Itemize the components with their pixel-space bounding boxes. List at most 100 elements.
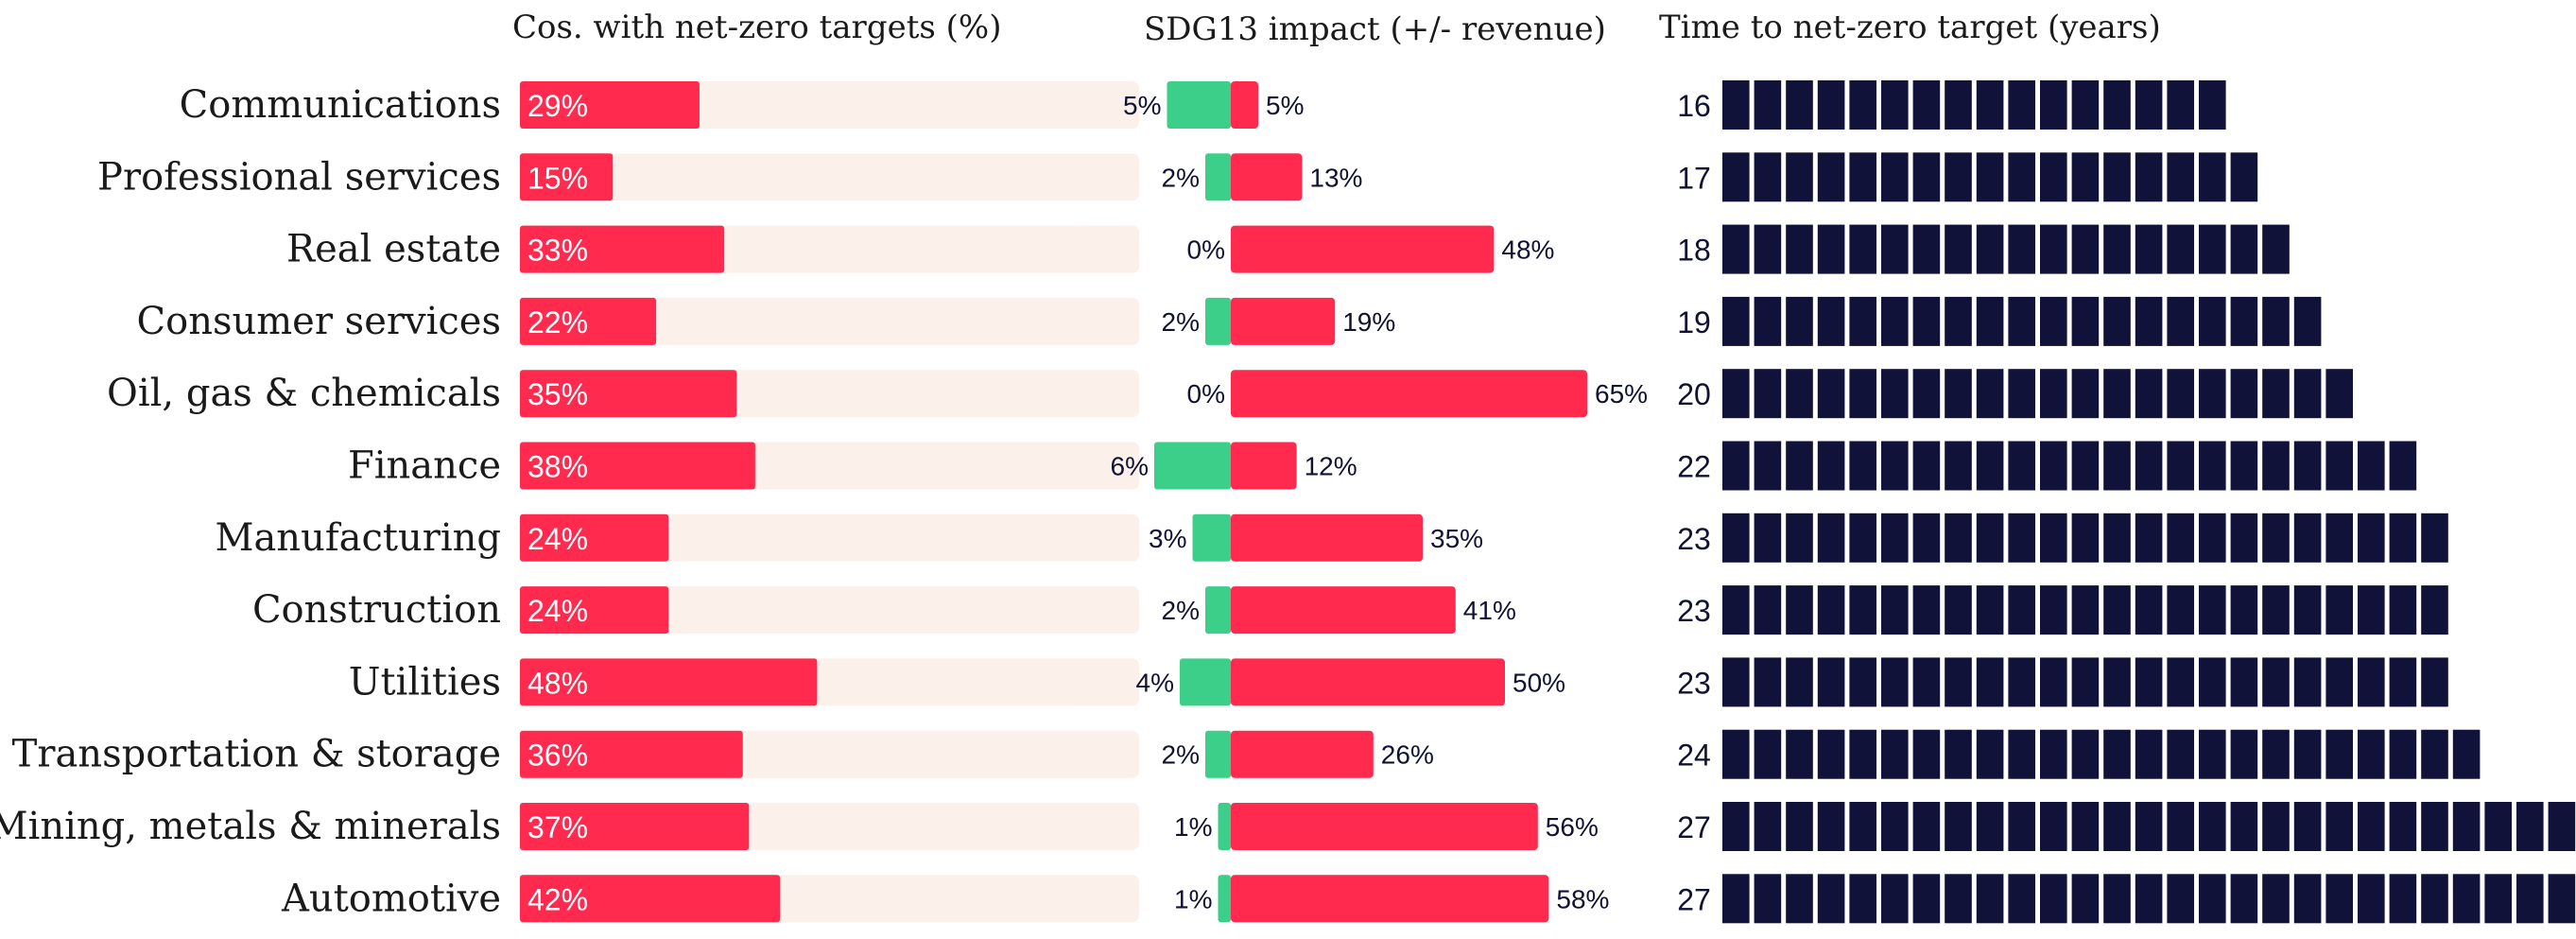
net-zero-value-label: 37% — [527, 810, 588, 844]
sdg13-negative-label: 26% — [1381, 740, 1434, 770]
year-square — [2199, 296, 2226, 346]
sdg13-positive-label: 4% — [1136, 668, 1174, 697]
year-square — [1881, 657, 1909, 707]
year-square — [2008, 369, 2035, 419]
year-square — [2421, 513, 2448, 563]
year-square — [2484, 874, 2512, 924]
year-square — [2167, 80, 2194, 130]
year-square — [2103, 802, 2131, 851]
year-square — [1754, 802, 1782, 851]
sdg13-negative-label: 41% — [1463, 596, 1516, 625]
years-value-label: 23 — [1677, 594, 1711, 628]
year-square — [2040, 296, 2067, 346]
year-square — [1849, 80, 1876, 130]
year-square — [2135, 152, 2163, 202]
year-square — [1786, 80, 1813, 130]
year-square — [2230, 657, 2258, 707]
year-square — [2230, 802, 2258, 851]
net-zero-targets-title: Cos. with net-zero targets (%) — [512, 9, 1001, 46]
year-square — [2516, 874, 2544, 924]
year-square — [2199, 441, 2226, 491]
year-square — [2262, 369, 2290, 419]
year-square — [1976, 513, 2004, 563]
sdg13-negative-label: 50% — [1513, 668, 1565, 697]
year-square — [1912, 729, 1941, 779]
sdg13-negative-bar — [1231, 442, 1297, 490]
year-square — [2421, 657, 2448, 707]
sdg13-positive-bar — [1180, 658, 1231, 706]
year-square — [1976, 657, 2004, 707]
year-square — [2135, 729, 2163, 779]
year-square — [1945, 657, 1972, 707]
year-square — [1849, 152, 1876, 202]
year-square — [2199, 513, 2226, 563]
sdg13-positive-bar — [1205, 730, 1231, 778]
year-square — [1817, 802, 1845, 851]
year-square — [1754, 729, 1782, 779]
year-square — [2199, 802, 2226, 851]
sdg13-positive-bar — [1205, 297, 1231, 345]
sdg13-negative-bar — [1231, 153, 1303, 201]
year-square — [1754, 513, 1782, 563]
year-square — [2040, 441, 2067, 491]
net-zero-bar — [520, 225, 725, 273]
year-square — [1912, 874, 1941, 924]
year-square — [1881, 224, 1909, 274]
year-square — [2071, 369, 2100, 419]
year-square — [2262, 802, 2290, 851]
sdg13-positive-bar — [1192, 513, 1231, 562]
year-square — [2071, 296, 2100, 346]
year-square — [2199, 729, 2226, 779]
category-label: Mining, metals & minerals — [0, 805, 501, 848]
year-square — [2071, 152, 2100, 202]
year-square — [1722, 296, 1750, 346]
year-square — [2103, 369, 2131, 419]
year-square — [2548, 874, 2576, 924]
year-square — [1945, 802, 1972, 851]
year-square — [2008, 296, 2035, 346]
net-zero-track — [520, 513, 1139, 562]
year-square — [1754, 441, 1782, 491]
year-square — [1881, 441, 1909, 491]
year-square — [1945, 224, 1972, 274]
year-square — [2389, 729, 2417, 779]
net-zero-value-label: 24% — [527, 522, 588, 556]
year-square — [1754, 369, 1782, 419]
year-square — [2230, 296, 2258, 346]
year-square — [2071, 802, 2100, 851]
sdg13-negative-bar — [1231, 875, 1549, 923]
sdg13-negative-label: 48% — [1501, 235, 1554, 265]
year-square — [2135, 657, 2163, 707]
year-square — [2199, 80, 2226, 130]
year-square — [1976, 441, 2004, 491]
year-square — [1786, 802, 1813, 851]
sdg13-positive-bar — [1205, 586, 1231, 635]
year-square — [2008, 874, 2035, 924]
sdg13-positive-label: 2% — [1162, 307, 1200, 337]
year-square — [2230, 224, 2258, 274]
year-square — [2262, 729, 2290, 779]
year-square — [2167, 441, 2194, 491]
year-square — [2008, 80, 2035, 130]
year-square — [2135, 874, 2163, 924]
net-zero-bar — [520, 442, 755, 490]
sdg13-negative-label: 12% — [1305, 452, 1357, 481]
time-to-net-zero-title: Time to net-zero target (years) — [1659, 9, 2161, 46]
year-square — [1976, 296, 2004, 346]
net-zero-bar — [520, 370, 737, 418]
year-square — [2421, 874, 2448, 924]
year-square — [1754, 296, 1782, 346]
year-square — [1722, 441, 1750, 491]
year-square — [2358, 513, 2385, 563]
year-square — [2199, 585, 2226, 635]
year-square — [1722, 80, 1750, 130]
year-square — [2325, 802, 2353, 851]
year-square — [2358, 729, 2385, 779]
years-value-label: 17 — [1677, 161, 1711, 195]
year-square — [2199, 152, 2226, 202]
year-square — [1849, 729, 1876, 779]
sdg13-negative-bar — [1231, 586, 1456, 635]
year-square — [1912, 80, 1941, 130]
net-zero-bar — [520, 513, 669, 562]
